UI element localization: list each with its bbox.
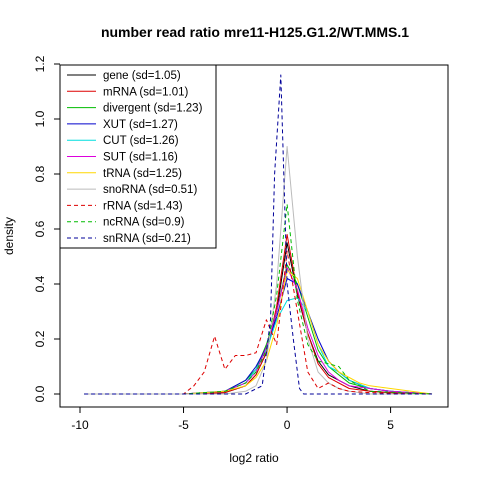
series-line-9 — [84, 203, 433, 395]
legend-label: snRNA (sd=0.21) — [103, 233, 191, 245]
y-axis: 0.0 0.2 0.4 0.6 0.8 1.0 1.2 — [33, 55, 60, 402]
y-tick-label: 0.0 — [33, 385, 47, 402]
legend-label: SUT (sd=1.16) — [103, 152, 178, 164]
chart-title: number read ratio mre11-H125.G1.2/WT.MMS… — [101, 24, 409, 40]
legend-label: mRNA (sd=1.01) — [103, 86, 188, 98]
legend-label: divergent (sd=1.23) — [103, 103, 203, 115]
series-line-3 — [84, 278, 433, 395]
x-tick-label: 5 — [387, 418, 394, 432]
x-tick-label: -10 — [71, 418, 89, 432]
legend-label: snoRNA (sd=0.51) — [103, 184, 197, 196]
legend-label: gene (sd=1.05) — [103, 70, 181, 82]
legend-label: XUT (sd=1.27) — [103, 119, 178, 131]
y-tick-label: 0.4 — [33, 275, 47, 292]
y-tick-label: 0.2 — [33, 330, 47, 347]
series-line-8 — [84, 250, 433, 395]
series-line-6 — [84, 269, 433, 395]
y-tick-label: 1.0 — [33, 110, 47, 127]
x-axis-label: log2 ratio — [229, 451, 279, 465]
legend-label: rRNA (sd=1.43) — [103, 200, 183, 212]
series-line-10 — [84, 74, 432, 395]
series-line-1 — [84, 234, 433, 395]
series-line-5 — [84, 267, 433, 395]
legend-label: CUT (sd=1.26) — [103, 135, 179, 147]
y-tick-label: 0.8 — [33, 165, 47, 182]
legend-label: tRNA (sd=1.25) — [103, 168, 182, 180]
y-tick-label: 0.6 — [33, 220, 47, 237]
x-axis: -10 -5 0 5 — [71, 407, 394, 432]
series-line-7 — [84, 146, 432, 395]
series-group — [84, 74, 433, 395]
legend: gene (sd=1.05) mRNA (sd=1.01) divergent (s… — [59, 64, 217, 249]
x-tick-label: 0 — [284, 418, 291, 432]
legend-label: ncRNA (sd=0.9) — [103, 217, 185, 229]
x-tick-label: -5 — [178, 418, 189, 432]
y-axis-label: density — [2, 217, 16, 255]
y-tick-label: 1.2 — [33, 55, 47, 72]
